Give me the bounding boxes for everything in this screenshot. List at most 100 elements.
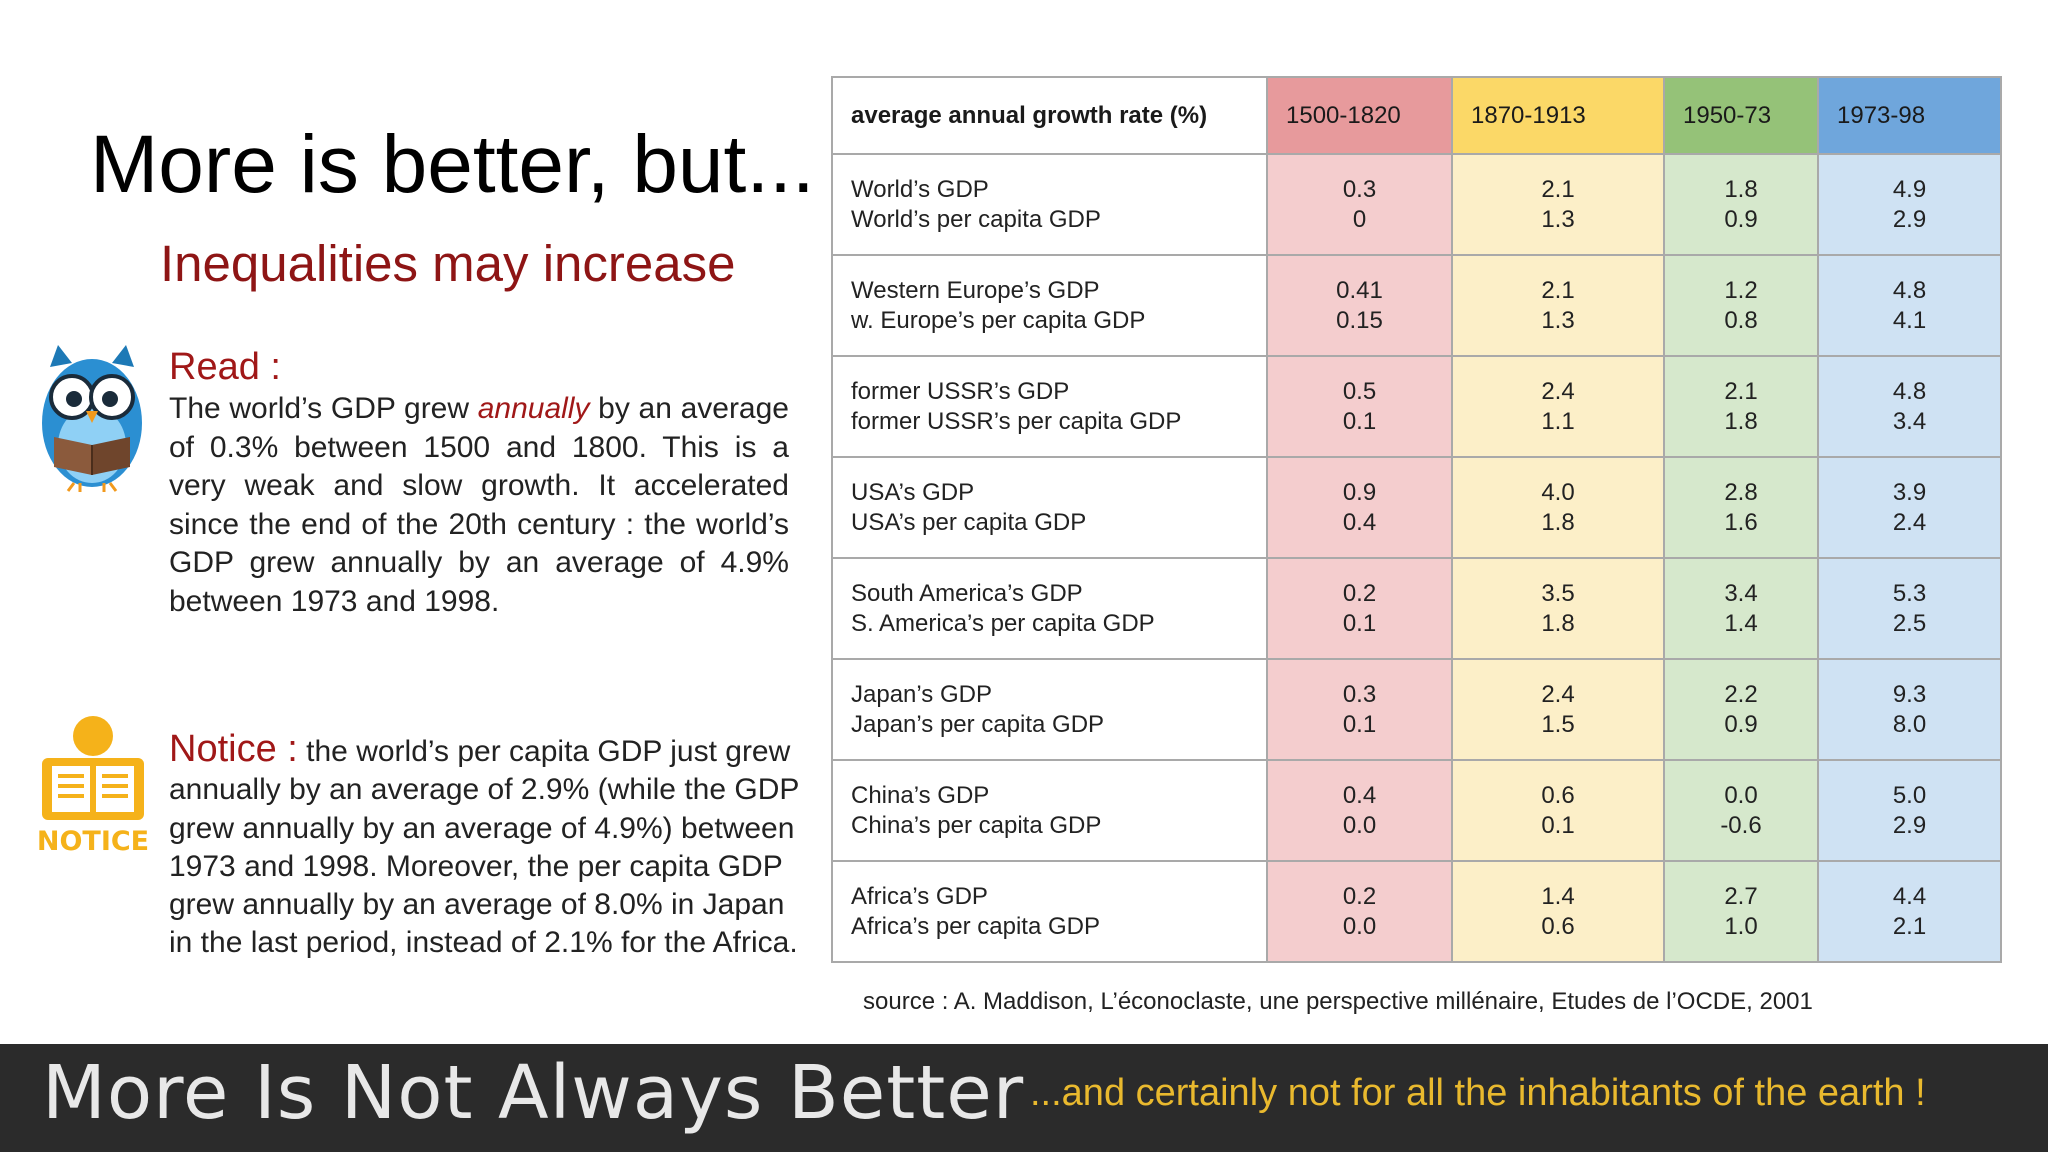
- gdp-value: 2.1: [1541, 175, 1575, 203]
- read-body: The world’s GDP grew annually by an aver…: [169, 390, 789, 621]
- gdp-value: 4.9: [1892, 175, 1927, 203]
- per-capita-value: 0.9: [1724, 710, 1758, 738]
- gdp-value: 4.0: [1541, 478, 1575, 506]
- per-capita-value: 1.8: [1724, 407, 1758, 435]
- per-capita-value: 2.1: [1892, 912, 1927, 940]
- row-label: Africa’s GDP Africa’s per capita GDP: [831, 860, 1268, 963]
- gdp-value: 4.4: [1892, 882, 1927, 910]
- value-cell: 0.4 0.0: [1266, 759, 1453, 862]
- table-header-period-4: 1973-98: [1817, 76, 2002, 155]
- per-capita-value: 0.9: [1724, 205, 1758, 233]
- gdp-value: 1.4: [1541, 882, 1575, 910]
- row-label: World’s GDP World’s per capita GDP: [831, 153, 1268, 256]
- per-capita-label: S. America’s per capita GDP: [851, 609, 1155, 637]
- gdp-value: 0.9: [1342, 478, 1377, 506]
- row-label: South America’s GDP S. America’s per capi…: [831, 557, 1268, 660]
- gdp-value: 2.2: [1724, 680, 1758, 708]
- gdp-label: Western Europe’s GDP: [851, 276, 1100, 304]
- gdp-label: USA’s GDP: [851, 478, 975, 506]
- per-capita-value: 1.8: [1541, 609, 1575, 637]
- table-row: USA’s GDP USA’s per capita GDP 0.9 0.4 4.0 1.…: [831, 456, 2002, 559]
- row-label: Western Europe’s GDP w. Europe’s per capi…: [831, 254, 1268, 357]
- value-cell: 9.3 8.0: [1817, 658, 2002, 761]
- table-row: former USSR’s GDP former USSR’s per capit…: [831, 355, 2002, 458]
- value-cell: 4.4 2.1: [1817, 860, 2002, 963]
- gdp-value: 0.41: [1336, 276, 1383, 304]
- footer-bar: More Is Not Always Better ...and certain…: [0, 1044, 2048, 1152]
- per-capita-value: 0.0: [1342, 811, 1377, 839]
- gdp-value: 0.0: [1724, 781, 1758, 809]
- per-capita-label: Africa’s per capita GDP: [851, 912, 1100, 940]
- notice-body: Notice : the world’s per capita GDP just…: [169, 730, 799, 963]
- gdp-value: 5.0: [1892, 781, 1927, 809]
- value-cell: 3.9 2.4: [1817, 456, 2002, 559]
- read-text-end: by an average of 0.3% between 1500 and 1…: [169, 392, 789, 618]
- per-capita-value: 0.4: [1342, 508, 1377, 536]
- value-cell: 2.2 0.9: [1663, 658, 1819, 761]
- per-capita-value: 0.1: [1541, 811, 1575, 839]
- value-cell: 5.0 2.9: [1817, 759, 2002, 862]
- per-capita-value: 1.5: [1541, 710, 1575, 738]
- per-capita-label: China’s per capita GDP: [851, 811, 1102, 839]
- gdp-label: China’s GDP: [851, 781, 990, 809]
- per-capita-value: 1.3: [1541, 205, 1575, 233]
- value-cell: 1.2 0.8: [1663, 254, 1819, 357]
- value-cell: 4.0 1.8: [1451, 456, 1665, 559]
- gdp-value: 2.7: [1724, 882, 1758, 910]
- footer-brand: More Is Not Always Better: [42, 1050, 1025, 1136]
- value-cell: 5.3 2.5: [1817, 557, 2002, 660]
- value-cell: 3.4 1.4: [1663, 557, 1819, 660]
- per-capita-label: USA’s per capita GDP: [851, 508, 1087, 536]
- per-capita-value: 1.1: [1541, 407, 1575, 435]
- value-cell: 2.4 1.5: [1451, 658, 1665, 761]
- gdp-value: 1.2: [1724, 276, 1758, 304]
- row-label: China’s GDP China’s per capita GDP: [831, 759, 1268, 862]
- per-capita-value: 1.4: [1724, 609, 1758, 637]
- value-cell: 4.9 2.9: [1817, 153, 2002, 256]
- table-row: China’s GDP China’s per capita GDP 0.4 0.0 0…: [831, 759, 2002, 862]
- owl-reading-icon: [42, 345, 142, 492]
- per-capita-value: 1.8: [1541, 508, 1575, 536]
- source-citation: source : A. Maddison, L’éconoclaste, une…: [863, 988, 1813, 1015]
- gdp-value: 2.1: [1541, 276, 1575, 304]
- gdp-label: World’s GDP: [851, 175, 989, 203]
- per-capita-value: 0.8: [1724, 306, 1758, 334]
- gdp-value: 0.3: [1342, 680, 1377, 708]
- gdp-value: 3.5: [1541, 579, 1575, 607]
- table-row: South America’s GDP S. America’s per capi…: [831, 557, 2002, 660]
- per-capita-value: 2.4: [1892, 508, 1927, 536]
- value-cell: 2.1 1.3: [1451, 153, 1665, 256]
- notice-icon-label: NOTICE: [38, 826, 148, 856]
- gdp-label: South America’s GDP: [851, 579, 1083, 607]
- gdp-value: 2.1: [1724, 377, 1758, 405]
- per-capita-value: 0.1: [1342, 407, 1377, 435]
- gdp-value: 4.8: [1892, 276, 1927, 304]
- gdp-label: former USSR’s GDP: [851, 377, 1070, 405]
- row-label: USA’s GDP USA’s per capita GDP: [831, 456, 1268, 559]
- per-capita-value: 2.5: [1892, 609, 1927, 637]
- gdp-value: 0.6: [1541, 781, 1575, 809]
- read-section: Read : The world’s GDP grew annually by …: [169, 344, 789, 621]
- gdp-value: 1.8: [1724, 175, 1758, 203]
- per-capita-value: 4.1: [1892, 306, 1927, 334]
- gdp-value: 0.4: [1342, 781, 1377, 809]
- row-label: former USSR’s GDP former USSR’s per capit…: [831, 355, 1268, 458]
- gdp-value: 3.4: [1724, 579, 1758, 607]
- per-capita-value: 8.0: [1892, 710, 1927, 738]
- gdp-value: 3.9: [1892, 478, 1927, 506]
- page-subtitle: Inequalities may increase: [160, 235, 736, 292]
- table-row: World’s GDP World’s per capita GDP 0.3 0 2.1…: [831, 153, 2002, 256]
- value-cell: 2.7 1.0: [1663, 860, 1819, 963]
- per-capita-label: World’s per capita GDP: [851, 205, 1101, 233]
- gdp-value: 5.3: [1892, 579, 1927, 607]
- per-capita-value: 0.6: [1541, 912, 1575, 940]
- per-capita-value: 2.9: [1892, 205, 1927, 233]
- per-capita-value: 1.6: [1724, 508, 1758, 536]
- value-cell: 2.8 1.6: [1663, 456, 1819, 559]
- gdp-value: 0.5: [1342, 377, 1377, 405]
- per-capita-value: 2.9: [1892, 811, 1927, 839]
- table-header-label: average annual growth rate (%): [831, 76, 1268, 155]
- gdp-value: 0.3: [1342, 175, 1377, 203]
- notice-reader-icon: NOTICE: [38, 716, 148, 856]
- value-cell: 2.4 1.1: [1451, 355, 1665, 458]
